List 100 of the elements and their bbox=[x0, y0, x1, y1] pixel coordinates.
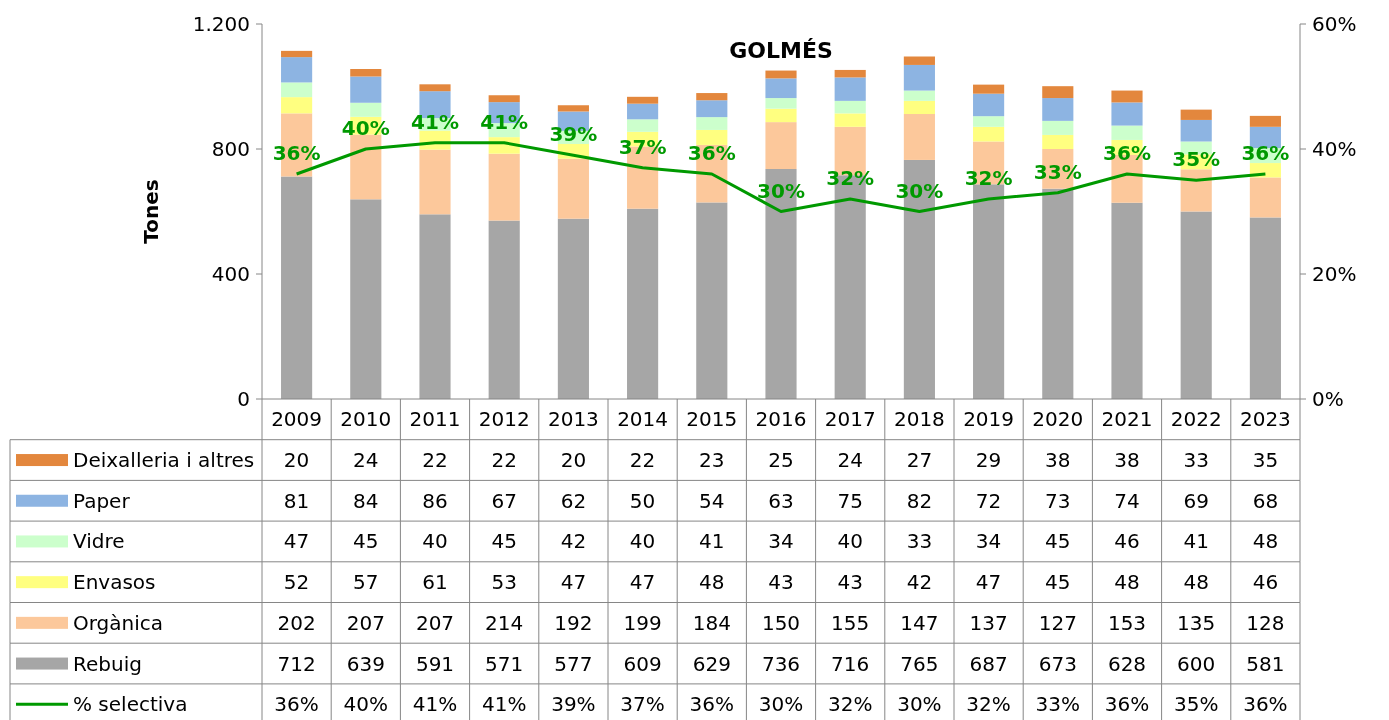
data-label: 42 bbox=[560, 529, 587, 554]
bar bbox=[281, 50, 313, 58]
data-label: 48 bbox=[699, 570, 725, 595]
text: 32% bbox=[826, 166, 875, 190]
text: 30% bbox=[895, 178, 944, 203]
data-label: 736 bbox=[761, 651, 801, 676]
bar bbox=[834, 69, 866, 78]
x-tick-label: 2011 bbox=[409, 407, 461, 432]
data-label: 43 bbox=[768, 570, 794, 595]
bar bbox=[1111, 202, 1143, 399]
x-tick-label: 2015 bbox=[686, 407, 738, 432]
text: GOLMÉS bbox=[729, 38, 833, 63]
data-label: 52 bbox=[283, 570, 310, 595]
data-label: 577 bbox=[554, 651, 593, 676]
bar bbox=[488, 220, 520, 399]
legend-label: Deixalleria i altres bbox=[73, 448, 255, 473]
data-label: 75 bbox=[837, 488, 863, 513]
data-label: 50 bbox=[629, 488, 656, 513]
data-label: 42 bbox=[906, 570, 933, 595]
data-label: 54 bbox=[699, 488, 725, 513]
bar bbox=[1042, 86, 1074, 99]
x-tick-label: 2022 bbox=[1170, 407, 1222, 432]
x-tick-label: 2014 bbox=[617, 407, 669, 432]
y-tick-label: 1.200 bbox=[192, 12, 250, 36]
bar bbox=[1180, 109, 1212, 120]
bar bbox=[903, 114, 935, 160]
bar bbox=[696, 129, 728, 145]
data-label: 135 bbox=[1177, 610, 1216, 635]
data-label: 137 bbox=[969, 610, 1008, 635]
data-label: 47 bbox=[560, 570, 587, 595]
data-label: 591 bbox=[415, 651, 455, 676]
data-label: 47 bbox=[975, 570, 1002, 595]
data-label: 27 bbox=[906, 448, 933, 473]
data-label: 39% bbox=[551, 692, 596, 717]
data-label: 47 bbox=[629, 570, 656, 595]
text: 33% bbox=[1033, 159, 1082, 184]
x-tick-label: 2016 bbox=[755, 407, 807, 432]
legend-label: % selectiva bbox=[73, 692, 188, 717]
bar bbox=[1180, 169, 1212, 212]
data-label: 40 bbox=[629, 529, 656, 554]
bar bbox=[627, 103, 659, 120]
bar bbox=[350, 199, 382, 399]
data-label: 41 bbox=[1183, 529, 1209, 554]
data-label: 35% bbox=[1173, 692, 1219, 717]
bar bbox=[696, 117, 728, 130]
bar bbox=[696, 93, 728, 101]
y-tick-label: 800 bbox=[211, 137, 250, 161]
y-tick-label: 0 bbox=[237, 387, 250, 411]
data-label: 20 bbox=[560, 448, 587, 473]
x-tick-label: 2009 bbox=[271, 407, 323, 432]
bar bbox=[419, 214, 451, 399]
bar bbox=[903, 64, 935, 91]
text: 35% bbox=[1172, 147, 1221, 172]
data-label: 22 bbox=[629, 448, 656, 473]
data-label: 147 bbox=[900, 610, 939, 635]
bar bbox=[1249, 217, 1281, 399]
data-label: 127 bbox=[1038, 610, 1077, 635]
data-label: 192 bbox=[554, 610, 593, 635]
text: 36% bbox=[687, 141, 736, 165]
data-label: 23 bbox=[699, 448, 725, 473]
data-label: 207 bbox=[346, 610, 385, 635]
data-label: 37% bbox=[620, 692, 665, 717]
text: 41% bbox=[411, 109, 459, 134]
legend-label: Paper bbox=[73, 488, 131, 513]
data-label: 687 bbox=[969, 651, 1008, 676]
bar bbox=[903, 90, 935, 101]
data-label: 639 bbox=[346, 651, 385, 676]
bar bbox=[1042, 120, 1074, 135]
data-label: 22 bbox=[422, 448, 448, 473]
bar bbox=[557, 105, 589, 112]
data-label: 33 bbox=[906, 529, 933, 554]
bar bbox=[1180, 211, 1212, 399]
data-label: 67 bbox=[491, 488, 517, 513]
bar bbox=[973, 93, 1005, 117]
data-label: 48 bbox=[1252, 529, 1279, 554]
bar bbox=[696, 100, 728, 118]
bar bbox=[350, 76, 382, 103]
y2-tick-label: 40% bbox=[1312, 137, 1357, 161]
y2-tick-label: 0% bbox=[1312, 387, 1344, 411]
bar bbox=[350, 102, 382, 117]
data-label: 24 bbox=[353, 448, 379, 473]
data-label: 41 bbox=[699, 529, 725, 554]
bar bbox=[1042, 98, 1074, 121]
y2-tick-label: 60% bbox=[1312, 12, 1357, 36]
bar bbox=[765, 98, 797, 109]
data-label: 38 bbox=[1045, 448, 1071, 473]
data-label: 34 bbox=[768, 529, 794, 554]
bar bbox=[1111, 125, 1143, 140]
bar bbox=[281, 176, 313, 399]
x-tick-label: 2023 bbox=[1239, 407, 1291, 432]
bar bbox=[834, 77, 866, 101]
data-label: 63 bbox=[768, 488, 794, 513]
data-label: 38 bbox=[1114, 448, 1140, 473]
data-label: 30% bbox=[758, 692, 804, 717]
legend-label: Rebuig bbox=[73, 651, 142, 676]
x-tick-label: 2013 bbox=[547, 407, 599, 432]
bar bbox=[488, 153, 520, 221]
text: 30% bbox=[757, 178, 805, 203]
data-label: 184 bbox=[692, 610, 731, 635]
data-label: 24 bbox=[837, 448, 863, 473]
